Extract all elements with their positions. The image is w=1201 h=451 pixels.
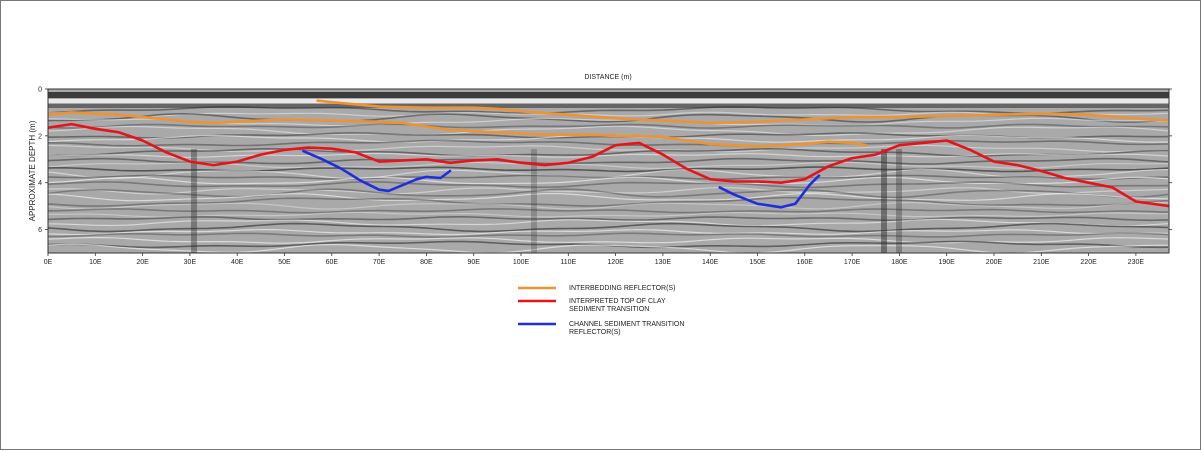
y-tick-label: 4	[38, 180, 42, 187]
y-tick-label: 2	[38, 133, 42, 140]
x-tick-label: 190E	[939, 259, 956, 266]
legend-label: INTERBEDDING REFLECTOR(S)	[569, 285, 675, 292]
y-axis-title: APPROXIMATE DEPTH (m)	[28, 120, 37, 221]
series-line-2-1	[718, 174, 821, 209]
x-tick-label: 150E	[749, 259, 766, 266]
x-tick-label: 10E	[89, 259, 102, 266]
x-tick-label: 200E	[986, 259, 1003, 266]
x-tick-label: 90E	[467, 259, 480, 266]
x-tick-label: 50E	[278, 259, 291, 266]
series-line-0-1	[316, 99, 1169, 125]
legend-label: CHANNEL SEDIMENT TRANSITION	[569, 321, 684, 328]
series-line-2-0	[302, 149, 452, 193]
x-tick-label: 100E	[513, 259, 530, 266]
x-tick-label: 0E	[44, 259, 53, 266]
series-line-1-0	[48, 122, 1169, 208]
axis-ticks: 0E 10E 20E 30E 40E 50E 60E 70E 80E 90E 100E 110E 120…	[38, 87, 1172, 266]
x-tick-label: 20E	[136, 259, 149, 266]
x-tick-label: 110E	[560, 259, 576, 266]
interpretation-lines	[48, 99, 1169, 209]
x-tick-label: 70E	[373, 259, 386, 266]
x-tick-label: 40E	[231, 259, 244, 266]
x-tick-label: 60E	[326, 259, 339, 266]
x-tick-label: 210E	[1033, 259, 1050, 266]
x-axis-title: DISTANCE (m)	[584, 74, 631, 81]
legend: INTERBEDDING REFLECTOR(S) INTERPRETED TOP…	[518, 285, 684, 336]
series-line-0-0	[48, 111, 868, 148]
legend-label: INTERPRETED TOP OF CLAY	[569, 298, 666, 305]
y-tick-label: 6	[38, 227, 42, 234]
x-tick-label: 170E	[844, 259, 861, 266]
plot-area-border	[47, 88, 1170, 254]
x-tick-label: 130E	[655, 259, 672, 266]
x-tick-label: 180E	[891, 259, 908, 266]
legend-label: SEDIMENT TRANSITION	[569, 306, 649, 313]
x-tick-label: 220E	[1080, 259, 1097, 266]
x-tick-label: 160E	[797, 259, 814, 266]
x-tick-label: 140E	[702, 259, 719, 266]
x-tick-label: 230E	[1128, 259, 1145, 266]
y-tick-label: 0	[38, 87, 42, 94]
legend-label: REFLECTOR(S)	[569, 329, 621, 336]
x-tick-label: 30E	[184, 259, 197, 266]
x-tick-label: 80E	[420, 259, 433, 266]
x-tick-label: 120E	[607, 259, 624, 266]
